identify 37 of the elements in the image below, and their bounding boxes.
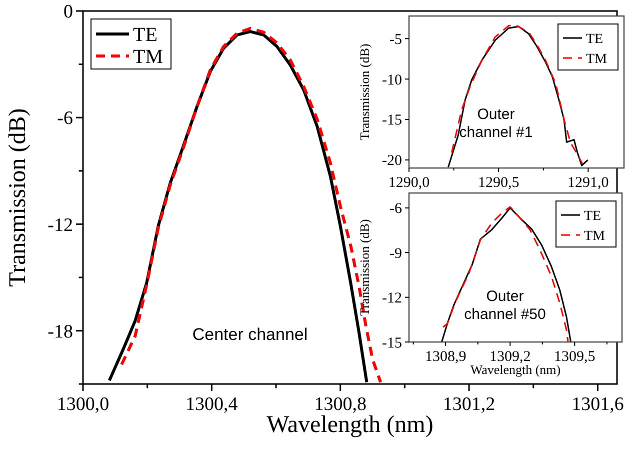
- annotation: Outer channel #1: [459, 106, 533, 141]
- y-tick-label: -15: [382, 112, 402, 129]
- x-tick-label: 1301,6: [572, 394, 624, 415]
- x-tick-label: 1290,5: [478, 175, 520, 191]
- x-tick-label: 1308,9: [424, 349, 466, 365]
- y-tick-label: -12: [48, 214, 73, 236]
- legend-label: TM: [586, 52, 608, 67]
- y-axis-title: Transmission (dB): [5, 108, 31, 287]
- y-axis-title: Transmission (dB): [357, 219, 372, 316]
- x-tick-label: 1309,2: [489, 349, 531, 365]
- x-axis-title: Wavelength (nm): [266, 412, 434, 438]
- y-tick-label: -9: [390, 246, 402, 262]
- legend-label: TM: [133, 46, 164, 68]
- x-tick-label: 1290,0: [388, 175, 430, 191]
- y-tick-label: -6: [57, 108, 73, 130]
- y-tick-label: -5: [390, 32, 402, 48]
- annotation: Center channel: [192, 325, 308, 344]
- annotation: Outer channel #50: [464, 288, 546, 323]
- x-tick-label: 1309,5: [554, 349, 596, 365]
- y-tick-label: -10: [382, 72, 402, 88]
- legend-label: TM: [584, 228, 606, 244]
- x-tick-label: 1300,4: [186, 394, 238, 415]
- y-tick-label: -15: [382, 335, 402, 352]
- y-tick-label: -20: [382, 153, 402, 170]
- legend-label: TE: [586, 32, 604, 47]
- y-tick-label: -12: [382, 290, 402, 307]
- y-tick-label: 0: [64, 2, 73, 23]
- legend-label: TE: [133, 24, 158, 46]
- y-tick-label: -6: [390, 201, 402, 218]
- x-axis-title: Wavelength (nm): [470, 362, 561, 377]
- legend-label: TE: [584, 208, 602, 224]
- x-tick-label: 1291,0: [568, 175, 609, 191]
- y-tick-label: -18: [48, 321, 73, 342]
- x-tick-label: 1300,0: [56, 394, 110, 415]
- x-tick-label: 1301,2: [442, 394, 496, 415]
- x-tick-label: 1300,8: [314, 394, 366, 415]
- y-axis-title: Transmission (dB): [357, 44, 372, 140]
